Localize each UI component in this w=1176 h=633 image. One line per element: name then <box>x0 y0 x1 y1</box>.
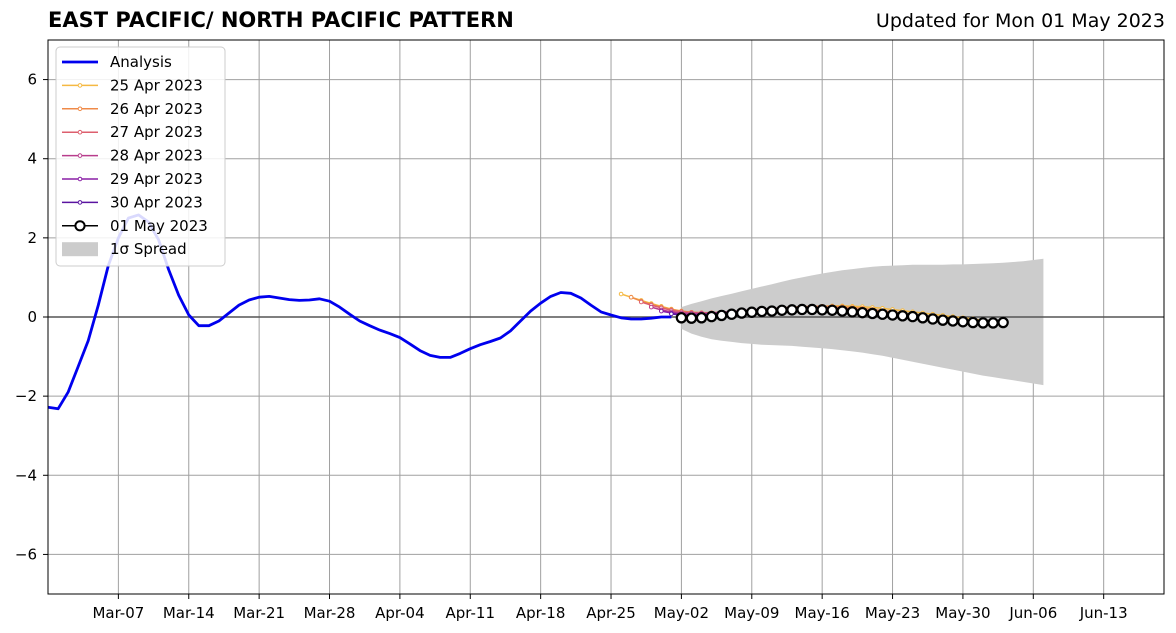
legend-item-1: 25 Apr 2023 <box>62 76 203 94</box>
legend-label-8: 1σ Spread <box>110 240 187 258</box>
legend-marker-5 <box>77 176 83 182</box>
forecast-point-1-0 <box>628 294 634 300</box>
x-tick-label-14: Jun-13 <box>1079 604 1128 622</box>
x-tick-label-6: Apr-18 <box>516 604 566 622</box>
x-tick-label-1: Mar-14 <box>163 604 215 622</box>
y-tick-label-0: −6 <box>15 545 37 563</box>
current-forecast-point-31 <box>987 317 999 329</box>
y-tick-label-3: 0 <box>27 308 37 326</box>
x-tick-label-10: May-16 <box>795 604 850 622</box>
legend-label-0: Analysis <box>110 53 172 71</box>
current-forecast-point-32 <box>997 316 1009 329</box>
chart-title: EAST PACIFIC/ NORTH PACIFIC PATTERN <box>48 8 514 32</box>
current-forecast-point-24 <box>917 312 929 324</box>
current-forecast-point-19 <box>866 307 879 320</box>
y-tick-label-2: −2 <box>15 387 37 405</box>
tick-labels: Mar-07 Mar-14 Mar-21 Mar-28 Apr-04 Apr-11 Apr-… <box>15 71 1128 622</box>
current-forecast-point-3 <box>705 310 718 323</box>
legend-marker-7 <box>74 220 86 232</box>
legend-box <box>55 46 226 267</box>
forecast-point-3-0 <box>648 304 654 310</box>
y-tick-label-6: 6 <box>27 71 37 89</box>
current-forecast-point-21 <box>886 309 899 321</box>
current-forecast-point-30 <box>977 317 989 329</box>
legend-item-7: 01 May 2023 <box>62 217 208 235</box>
y-tick-label-5: 4 <box>27 150 37 168</box>
current-forecast-point-8 <box>756 305 768 318</box>
legend-label-3: 27 Apr 2023 <box>110 123 203 141</box>
y-tick-label-1: −4 <box>15 466 37 484</box>
current-forecast-point-0 <box>675 312 688 324</box>
legend-item-6: 30 Apr 2023 <box>62 193 203 211</box>
current-forecast-point-15 <box>826 304 838 316</box>
current-forecast-point-29 <box>967 316 979 329</box>
current-forecast-point-2 <box>695 312 708 324</box>
current-forecast-point-5 <box>725 308 738 320</box>
x-tick-label-5: Apr-11 <box>446 604 496 622</box>
forecast-point-2-0 <box>638 299 644 305</box>
y-tick-label-4: 2 <box>27 229 37 247</box>
current-forecast-layer <box>675 303 1009 329</box>
x-tick-label-0: Mar-07 <box>92 604 144 622</box>
legend-item-2: 26 Apr 2023 <box>62 100 203 118</box>
legend-swatch-8 <box>62 242 98 257</box>
x-tick-label-9: May-09 <box>724 604 779 622</box>
current-forecast-point-6 <box>736 307 748 319</box>
legend-label-4: 28 Apr 2023 <box>110 147 203 165</box>
spread-band <box>681 258 1044 386</box>
current-forecast-point-17 <box>846 306 859 318</box>
x-tick-label-11: May-23 <box>865 604 920 622</box>
legend-marker-2 <box>77 106 83 112</box>
current-forecast-point-26 <box>937 314 949 326</box>
x-tick-label-2: Mar-21 <box>233 604 285 622</box>
current-forecast-point-27 <box>947 315 959 327</box>
forecast-point-5-0 <box>669 311 674 317</box>
legend-marker-6 <box>77 200 83 205</box>
current-forecast-point-12 <box>796 303 808 316</box>
current-forecast-point-14 <box>816 304 828 316</box>
x-tick-label-13: Jun-06 <box>1008 604 1057 622</box>
legend-marker-1 <box>77 83 83 88</box>
current-forecast-point-20 <box>876 308 889 320</box>
legend-label-7: 01 May 2023 <box>110 217 208 235</box>
current-forecast-point-28 <box>957 316 969 328</box>
legend-marker-4 <box>77 153 83 158</box>
x-tick-label-8: May-02 <box>654 604 709 622</box>
forecast-point-0-0 <box>618 291 624 297</box>
x-tick-label-7: Apr-25 <box>586 604 636 622</box>
legend-item-3: 27 Apr 2023 <box>62 123 203 141</box>
x-tick-label-3: Mar-28 <box>304 604 356 622</box>
current-forecast-point-18 <box>856 306 869 319</box>
legend-marker-3 <box>77 129 83 135</box>
updated-label: Updated for Mon 01 May 2023 <box>875 10 1165 32</box>
forecast-point-4-0 <box>658 308 664 314</box>
legend-label-1: 25 Apr 2023 <box>110 76 203 94</box>
current-forecast-point-16 <box>836 305 848 317</box>
x-tick-label-12: May-30 <box>935 604 990 622</box>
current-forecast-point-22 <box>896 310 909 322</box>
legend-label-5: 29 Apr 2023 <box>110 170 203 188</box>
current-forecast-point-7 <box>746 306 758 318</box>
legend-item-5: 29 Apr 2023 <box>62 170 203 188</box>
current-forecast-point-23 <box>906 310 919 323</box>
spread-layer <box>681 258 1044 386</box>
legend-item-0: Analysis <box>62 53 172 71</box>
legend-label-6: 30 Apr 2023 <box>110 193 203 211</box>
current-forecast-point-25 <box>927 313 939 325</box>
current-forecast-point-11 <box>786 304 798 316</box>
legend: Analysis 25 Apr 2023 26 Apr 2023 27 Apr 202… <box>55 46 226 267</box>
current-forecast-point-10 <box>776 304 788 316</box>
legend-label-2: 26 Apr 2023 <box>110 100 203 118</box>
current-forecast-point-4 <box>715 309 728 322</box>
current-forecast-point-1 <box>685 312 698 324</box>
x-tick-label-4: Apr-04 <box>375 604 425 622</box>
current-forecast-point-9 <box>766 305 778 317</box>
legend-item-8: 1σ Spread <box>62 240 187 258</box>
current-forecast-point-13 <box>806 303 818 316</box>
legend-item-4: 28 Apr 2023 <box>62 147 203 165</box>
